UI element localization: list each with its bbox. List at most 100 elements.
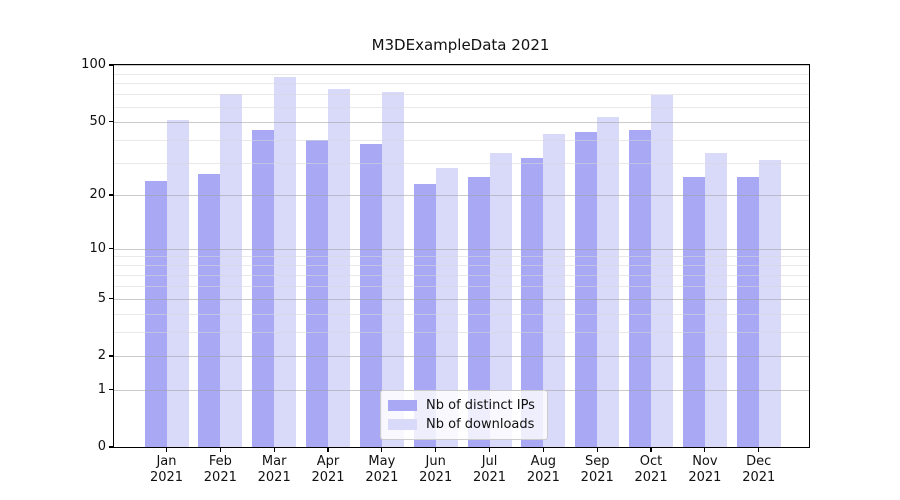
plot-area: Nb of distinct IPs Nb of downloads 0 1 2 5 1…: [81, 57, 810, 485]
x-axis-label-sep: Sep 2021: [567, 454, 627, 486]
bar-downloads-jun: [435, 168, 458, 447]
x-axis-tick-sep: [596, 448, 598, 452]
bar-downloads-oct: [651, 95, 674, 447]
y-axis-tick-10: [109, 247, 113, 250]
minor-gridline-70: [114, 94, 809, 96]
y-axis-label-5: 5: [97, 290, 106, 306]
bar-downloads-dec: [758, 160, 781, 447]
minor-gridline-60: [114, 106, 809, 108]
x-axis-label-may: May 2021: [352, 454, 412, 486]
x-axis-year-jan: 2021: [149, 470, 184, 485]
x-axis-tick-aug: [542, 448, 544, 452]
x-axis-tick-dec: [758, 448, 760, 452]
bar-downloads-apr: [328, 88, 351, 447]
minor-gridline-7: [114, 274, 809, 276]
x-axis-year-aug: 2021: [526, 470, 560, 485]
bar-downloads-may: [381, 91, 404, 447]
legend: Nb of distinct IPs Nb of downloads: [380, 390, 548, 440]
x-axis-tick-mar: [273, 448, 275, 452]
x-axis-label-aug: Aug 2021: [513, 454, 573, 486]
bar-distinct-ips-jun: [413, 183, 436, 447]
bar-distinct-ips-may: [359, 143, 382, 447]
bar-distinct-ips-mar: [252, 130, 275, 447]
x-axis-label-feb: Feb 2021: [190, 454, 250, 486]
bar-distinct-ips-dec: [736, 177, 759, 447]
bar-downloads-mar: [274, 77, 297, 447]
major-gridline-20: [114, 195, 809, 196]
bar-distinct-ips-apr: [306, 139, 329, 447]
y-axis-tick-1: [109, 389, 113, 391]
bar-distinct-ips-oct: [629, 130, 652, 447]
bar-downloads-jul: [489, 152, 512, 447]
bar-downloads-feb: [220, 94, 243, 447]
major-gridline-5: [114, 298, 809, 300]
legend-swatch-downloads: [388, 419, 417, 430]
minor-gridline-4: [114, 313, 809, 315]
major-gridline-2: [114, 356, 809, 358]
x-axis-label-dec: Dec 2021: [729, 454, 789, 486]
legend-swatch-distinct-ips: [388, 400, 417, 411]
x-axis-year-jul: 2021: [472, 470, 507, 485]
y-axis-label-0: 0: [97, 439, 106, 454]
bar-distinct-ips-aug: [521, 157, 544, 447]
bar-distinct-ips-feb: [198, 174, 221, 447]
x-axis-tick-nov: [704, 448, 706, 452]
y-axis-tick-50: [109, 120, 113, 123]
minor-gridline-30: [114, 162, 809, 164]
x-axis-label-mar: Mar 2021: [244, 454, 304, 486]
x-axis-label-oct: Oct 2021: [621, 454, 681, 486]
y-axis-tick-20: [109, 194, 113, 196]
major-gridline-100: [114, 65, 809, 66]
x-axis-tick-jul: [488, 448, 491, 452]
x-axis-tick-jan: [165, 448, 168, 452]
bar-downloads-nov: [704, 152, 727, 447]
minor-gridline-40: [114, 139, 809, 141]
y-axis-label-20: 20: [89, 187, 106, 202]
x-axis-label-jul: Jul 2021: [460, 454, 520, 486]
minor-gridline-9: [114, 256, 809, 258]
x-axis-label-apr: Apr 2021: [298, 454, 358, 486]
x-axis-year-dec: 2021: [742, 470, 776, 485]
x-axis-tick-may: [381, 448, 383, 452]
chart-title: M3DExampleData 2021: [371, 36, 550, 54]
y-axis-tick-100: [109, 64, 113, 66]
x-axis-year-sep: 2021: [580, 470, 614, 485]
x-axis-label-jan: Jan 2021: [137, 454, 197, 486]
bar-distinct-ips-jul: [467, 177, 490, 447]
x-axis-year-may: 2021: [365, 470, 399, 485]
bar-distinct-ips-sep: [575, 131, 598, 447]
legend-label-distinct-ips: Nb of distinct IPs: [426, 398, 535, 413]
x-axis-year-nov: 2021: [688, 470, 722, 485]
x-axis-tick-oct: [650, 448, 652, 452]
minor-gridline-90: [114, 73, 809, 75]
x-axis-label-jun: Jun 2021: [406, 454, 466, 486]
legend-label-downloads: Nb of downloads: [426, 417, 535, 432]
minor-gridline-3: [114, 332, 809, 334]
legend-item-distinct-ips: Nb of distinct IPs: [388, 396, 540, 415]
x-axis-year-oct: 2021: [634, 470, 668, 485]
y-axis-label-50: 50: [89, 113, 106, 129]
y-axis-tick-2: [109, 355, 113, 357]
y-axis-label-1: 1: [97, 381, 106, 397]
bar-downloads-aug: [543, 133, 566, 447]
x-axis-year-feb: 2021: [203, 470, 237, 485]
x-axis-tick-jun: [435, 448, 437, 452]
major-gridline-50: [114, 121, 809, 123]
x-axis-year-jun: 2021: [419, 470, 453, 485]
y-axis-label-2: 2: [97, 348, 106, 364]
x-axis-tick-feb: [219, 448, 221, 452]
minor-gridline-6: [114, 285, 809, 287]
x-axis-year-mar: 2021: [257, 470, 291, 485]
y-axis-label-10: 10: [89, 240, 106, 256]
bar-downloads-sep: [597, 116, 620, 447]
y-axis-tick-5: [109, 298, 113, 300]
legend-item-downloads: Nb of downloads: [388, 415, 540, 434]
x-axis-tick-apr: [327, 448, 329, 452]
minor-gridline-80: [114, 83, 809, 85]
x-axis-year-apr: 2021: [311, 470, 345, 485]
y-axis-tick-0: [109, 446, 113, 448]
bar-downloads-jan: [166, 119, 189, 447]
bar-distinct-ips-nov: [682, 177, 705, 447]
minor-gridline-8: [114, 265, 809, 267]
